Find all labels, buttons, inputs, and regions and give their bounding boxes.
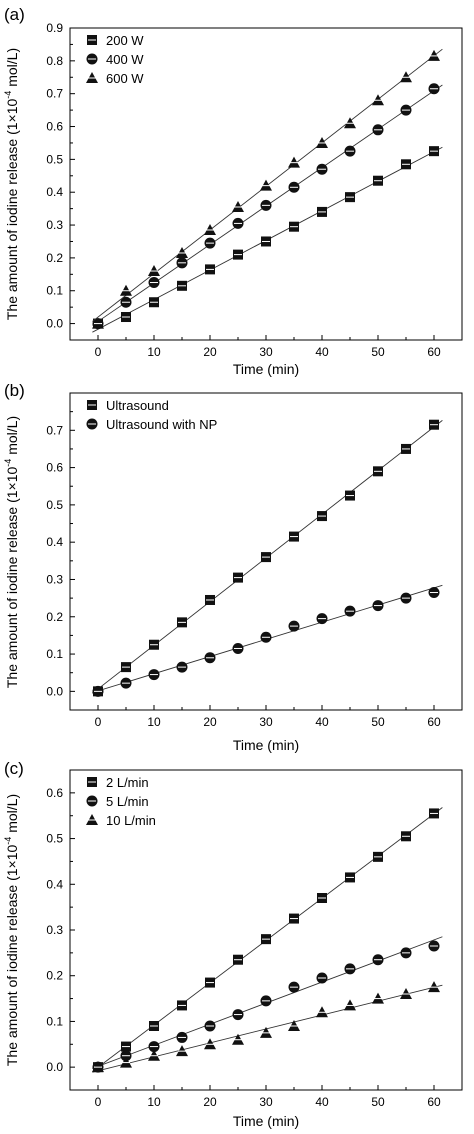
- y-tick-label-a-7: 0.7: [46, 87, 63, 101]
- x-tick-label-a-1: 10: [147, 345, 161, 359]
- panel-label-a: (a): [4, 5, 25, 24]
- x-tick-label-b-5: 50: [371, 715, 385, 729]
- x-tick-label-b-4: 40: [315, 715, 329, 729]
- x-tick-label-b-3: 30: [259, 715, 273, 729]
- legend-label-b-1: Ultrasound with NP: [106, 417, 217, 432]
- x-tick-label-b-0: 0: [95, 715, 102, 729]
- panel-label-b: (b): [4, 381, 25, 400]
- panel-b: (b) 0 10 20 30 40 50 60 0.0 0.1 0.2 0.3 0.4 0.5 0.6 0.…: [3, 381, 463, 753]
- y-tick-label-c-3: 0.3: [46, 923, 63, 937]
- legend-label-c-2: 10 L/min: [106, 813, 156, 828]
- x-tick-label-b-6: 60: [427, 715, 441, 729]
- data-marks-a: [92, 48, 443, 333]
- x-tick-label-a-2: 20: [203, 345, 217, 359]
- y-tick-label-b-0: 0.0: [46, 684, 63, 698]
- x-tick-label-c-0: 0: [95, 1095, 102, 1109]
- y-tick-label-c-4: 0.4: [46, 877, 63, 891]
- y-tick-label-b-6: 0.6: [46, 461, 63, 475]
- x-axis-title-c: Time (min): [233, 1113, 299, 1129]
- y-tick-label-b-4: 0.4: [46, 535, 63, 549]
- axis-ticks-a: 0 10 20 30 40 50 60 0.0 0.1 0.2 0.3 0.4 0.5 0.6 0.7 0.8…: [46, 21, 441, 359]
- x-tick-label-c-5: 50: [371, 1095, 385, 1109]
- legend-label-c-0: 2 L/min: [106, 775, 149, 790]
- x-tick-label-c-1: 10: [147, 1095, 161, 1109]
- y-tick-label-b-1: 0.1: [46, 647, 63, 661]
- y-tick-label-a-8: 0.8: [46, 54, 63, 68]
- x-tick-label-c-4: 40: [315, 1095, 329, 1109]
- x-tick-label-c-6: 60: [427, 1095, 441, 1109]
- panel-c: (c) 0 10 20 30 40 50 60 0.0 0.1 0.2 0.3 0.4 0.5 0.6 2…: [3, 759, 463, 1129]
- x-tick-label-a-0: 0: [95, 345, 102, 359]
- y-tick-label-a-2: 0.2: [46, 251, 63, 265]
- y-tick-label-a-4: 0.4: [46, 185, 63, 199]
- x-tick-label-a-6: 60: [427, 345, 441, 359]
- y-tick-label-b-5: 0.5: [46, 498, 63, 512]
- x-tick-label-c-2: 20: [203, 1095, 217, 1109]
- y-tick-label-b-2: 0.2: [46, 610, 63, 624]
- y-tick-label-c-2: 0.2: [46, 969, 63, 983]
- data-marks-b: [92, 419, 443, 697]
- y-tick-label-a-5: 0.5: [46, 152, 63, 166]
- x-tick-label-a-3: 30: [259, 345, 273, 359]
- x-axis-title-a: Time (min): [233, 361, 299, 377]
- y-tick-label-a-3: 0.3: [46, 218, 63, 232]
- y-tick-label-c-1: 0.1: [46, 1014, 63, 1028]
- x-axis-title-b: Time (min): [233, 737, 299, 753]
- legend-a: 200 W 400 W 600 W: [86, 33, 144, 86]
- y-axis-title-a: The amount of iodine release (1×10-4 mol…: [3, 48, 20, 320]
- legend-b: Ultrasound Ultrasound with NP: [86, 398, 217, 432]
- y-tick-label-c-0: 0.0: [46, 1060, 63, 1074]
- x-tick-label-b-2: 20: [203, 715, 217, 729]
- data-marks-c: [92, 807, 443, 1073]
- axis-ticks-c: 0 10 20 30 40 50 60 0.0 0.1 0.2 0.3 0.4 0.5 0.6: [46, 786, 441, 1109]
- y-tick-label-b-7: 0.7: [46, 423, 63, 437]
- y-tick-label-c-6: 0.6: [46, 786, 63, 800]
- y-axis-title-b: The amount of iodine release (1×10-4 mol…: [3, 416, 20, 688]
- axis-ticks-b: 0 10 20 30 40 50 60 0.0 0.1 0.2 0.3 0.4 0.5 0.6 0.7: [46, 411, 441, 729]
- panel-label-c: (c): [4, 759, 24, 778]
- legend-label-a-1: 400 W: [106, 52, 144, 67]
- x-tick-label-b-1: 10: [147, 715, 161, 729]
- y-tick-label-c-5: 0.5: [46, 832, 63, 846]
- panel-a: (a) 0 10 20 30 40 50 60 0.0 0.1 0.2 0.3 0.4 0.5 0.6 0.…: [3, 5, 463, 377]
- x-tick-label-a-4: 40: [315, 345, 329, 359]
- x-tick-label-c-3: 30: [259, 1095, 273, 1109]
- legend-label-b-0: Ultrasound: [106, 398, 169, 413]
- y-axis-title-c: The amount of iodine release (1×10-4 mol…: [3, 794, 20, 1066]
- y-tick-label-a-9: 0.9: [46, 21, 63, 35]
- legend-c: 2 L/min 5 L/min 10 L/min: [86, 775, 156, 828]
- y-tick-label-a-0: 0.0: [46, 317, 63, 331]
- legend-label-c-1: 5 L/min: [106, 794, 149, 809]
- x-tick-label-a-5: 50: [371, 345, 385, 359]
- legend-label-a-2: 600 W: [106, 71, 144, 86]
- y-tick-label-a-1: 0.1: [46, 284, 63, 298]
- y-tick-label-a-6: 0.6: [46, 120, 63, 134]
- y-tick-label-b-3: 0.3: [46, 572, 63, 586]
- legend-label-a-0: 200 W: [106, 33, 144, 48]
